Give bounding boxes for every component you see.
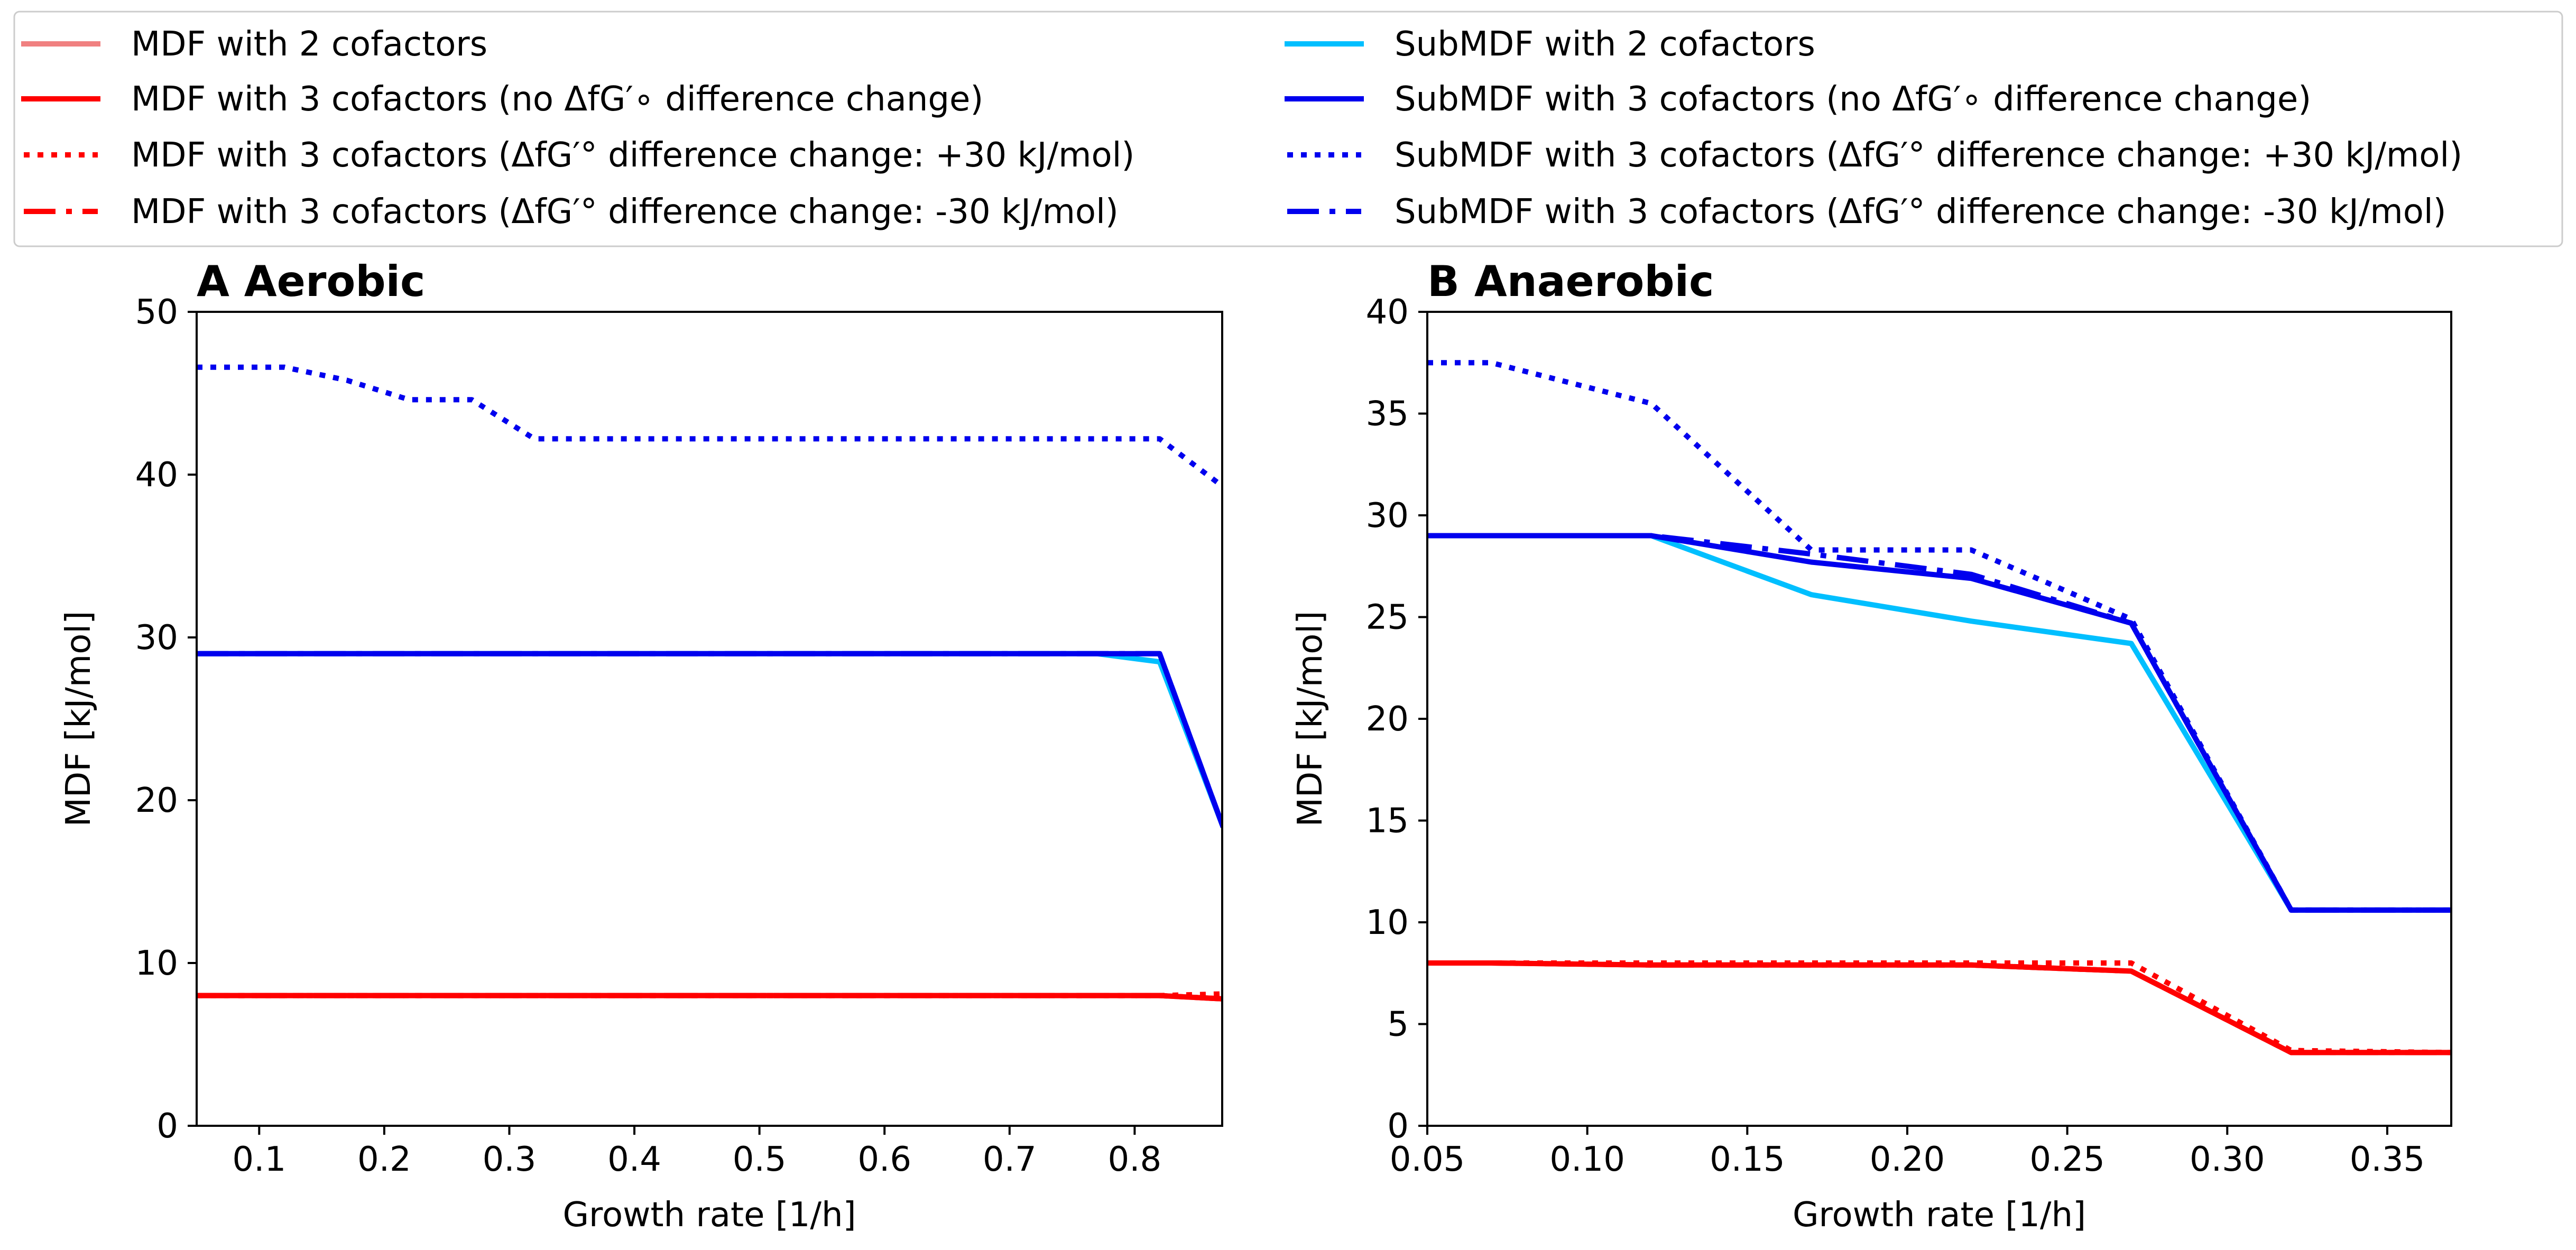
- series-line-submdf-with-3-cofactors-no-fg-difference-change: [1427, 533, 2451, 913]
- legend: MDF with 2 cofactors SubMDF with 2 cofact…: [13, 11, 2563, 247]
- y-tick-label: 0: [1387, 1107, 1409, 1146]
- chart-anaerobic: 0.05 0.10 0.15 0.20 0.25 0.30 0.35 0 5 10 15 20 25 30…: [1291, 257, 2452, 1235]
- legend-label: MDF with 3 cofactors (ΔfG′° difference c…: [131, 192, 1119, 232]
- chart-title: B Anaerobic: [1427, 257, 1714, 306]
- series-line-submdf-with-2-cofactors: [197, 651, 1222, 828]
- y-tick-label: 25: [1366, 598, 1409, 637]
- x-tick-label: 0.3: [483, 1140, 537, 1179]
- x-tick-label: 0.05: [1390, 1140, 1465, 1179]
- x-tick-label: 0.2: [357, 1140, 411, 1179]
- series-line-mdf-with-3-cofactors-fg-difference-change-30-kj-mol: [1427, 960, 2451, 1055]
- y-tick-label: 10: [1366, 903, 1409, 942]
- x-tick-label: 0.25: [2029, 1140, 2105, 1179]
- plot-frame: [196, 311, 1223, 1127]
- legend-label: SubMDF with 3 cofactors (ΔfG′° differenc…: [1395, 192, 2446, 232]
- x-tick-label: 0.5: [733, 1140, 787, 1179]
- series-line-mdf-with-3-cofactors-no-fg-difference-change: [1427, 960, 2451, 1055]
- x-tick-label: 0.6: [857, 1140, 911, 1179]
- legend-label: SubMDF with 3 cofactors (ΔfG′° differenc…: [1395, 136, 2462, 175]
- y-tick-label: 30: [135, 618, 178, 658]
- x-tick-label: 0.35: [2350, 1140, 2425, 1179]
- series-group: [197, 364, 1222, 1002]
- x-tick-label: 0.10: [1549, 1140, 1625, 1179]
- x-tick-label: 0.1: [232, 1140, 286, 1179]
- series-line-submdf-with-2-cofactors: [1427, 533, 2451, 913]
- legend-label: SubMDF with 2 cofactors: [1395, 25, 1815, 64]
- x-axis-label: Growth rate [1/h]: [562, 1196, 856, 1235]
- plot-frame: [1426, 311, 2452, 1127]
- legend-label: MDF with 3 cofactors (ΔfG′° difference c…: [131, 136, 1134, 175]
- y-axis-label: MDF [kJ/mol]: [1291, 611, 1330, 827]
- legend-label: MDF with 3 cofactors (no ΔfG′∘ differenc…: [131, 80, 983, 119]
- y-axis-label: MDF [kJ/mol]: [59, 611, 98, 827]
- y-tick-label: 40: [135, 456, 178, 495]
- x-tick-label: 0.30: [2190, 1140, 2265, 1179]
- series-line-submdf-with-3-cofactors-fg-difference-change-30-kj-mol: [1427, 360, 2451, 913]
- series-group: [1427, 360, 2451, 1055]
- y-tick-label: 20: [1366, 700, 1409, 739]
- legend-frame: [13, 11, 2563, 247]
- series-line-mdf-with-2-cofactors: [1427, 960, 2451, 1055]
- y-tick-label: 35: [1366, 395, 1409, 434]
- x-tick-label: 0.8: [1107, 1140, 1161, 1179]
- y-tick-label: 50: [135, 293, 178, 332]
- y-tick-label: 5: [1387, 1005, 1409, 1044]
- y-tick-label: 30: [1366, 496, 1409, 535]
- series-line-submdf-with-3-cofactors-fg-difference-change-30-kj-mol: [197, 364, 1222, 488]
- y-tick-label: 15: [1366, 802, 1409, 841]
- y-tick-label: 0: [156, 1107, 178, 1146]
- legend-label: MDF with 2 cofactors: [131, 25, 487, 64]
- series-line-mdf-with-3-cofactors-fg-difference-change-30-kj-mol: [197, 993, 1222, 1002]
- y-tick-label: 40: [1366, 293, 1409, 332]
- x-tick-label: 0.4: [607, 1140, 661, 1179]
- y-tick-label: 20: [135, 781, 178, 820]
- legend-label: SubMDF with 3 cofactors (no ΔfG′∘ differ…: [1395, 80, 2311, 119]
- x-tick-label: 0.20: [1870, 1140, 1945, 1179]
- chart-aerobic: 0.1 0.2 0.3 0.4 0.5 0.6 0.7 0.8 0 10 20 30 40 50 A Aer…: [59, 257, 1223, 1235]
- x-tick-label: 0.15: [1710, 1140, 1785, 1179]
- x-axis-label: Growth rate [1/h]: [1793, 1196, 2086, 1235]
- series-line-submdf-with-3-cofactors-no-fg-difference-change: [197, 651, 1222, 828]
- series-line-submdf-with-3-cofactors-fg-difference-change-30-kj-mol: [197, 651, 1222, 826]
- series-line-submdf-with-3-cofactors-fg-difference-change-30-kj-mol: [1427, 533, 2451, 913]
- y-tick-label: 10: [135, 944, 178, 983]
- x-tick-label: 0.7: [983, 1140, 1037, 1179]
- chart-title: A Aerobic: [197, 257, 425, 306]
- series-line-mdf-with-3-cofactors-fg-difference-change-30-kj-mol: [1427, 960, 2451, 1055]
